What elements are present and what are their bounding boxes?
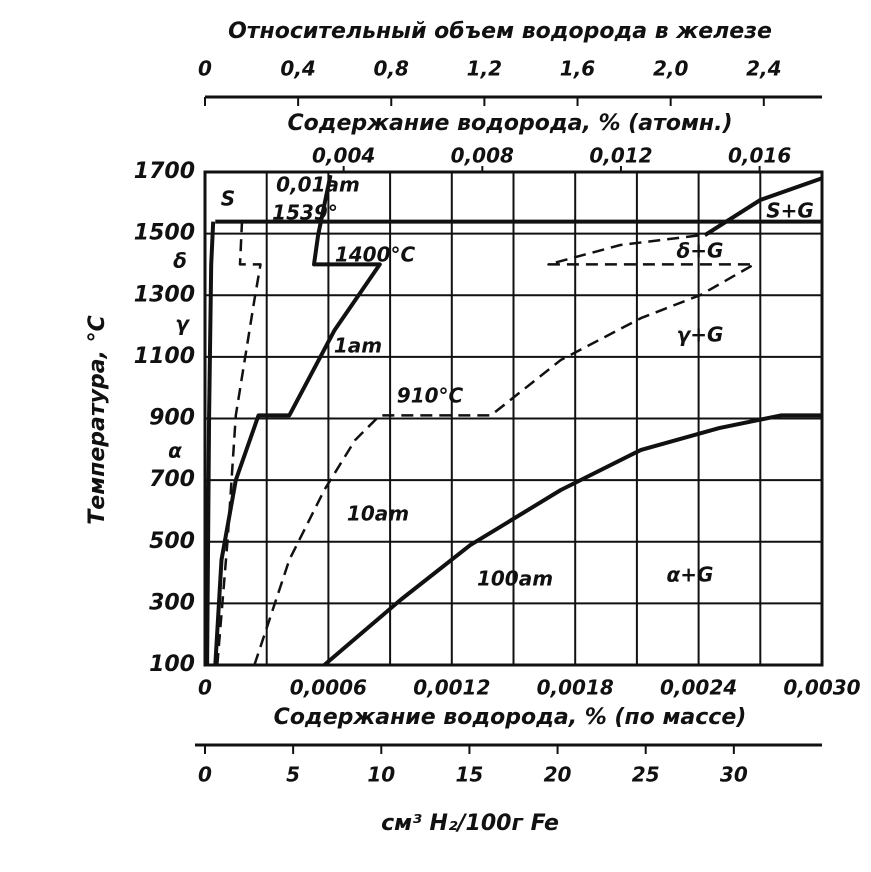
annotation: S <box>221 187 235 211</box>
annotation: S+G <box>766 199 814 223</box>
y-tick-label: 1500 <box>134 221 195 246</box>
volume-tick-label: 0,8 <box>374 57 410 81</box>
atomic-tick-label: 0,016 <box>728 144 791 168</box>
atomic-tick-label: 0,004 <box>312 144 375 168</box>
atomic-tick-label: 0,012 <box>589 144 652 168</box>
volume-tick-label: 0,4 <box>280 57 315 81</box>
y-tick-label: 100 <box>149 652 195 677</box>
cm3-tick-label: 0 <box>198 763 212 787</box>
annotation: 10am <box>347 502 409 526</box>
x-tick-label: 0,0030 <box>783 676 860 700</box>
series-line <box>213 174 382 666</box>
annotation: 910°C <box>397 384 464 408</box>
volume-axis-title: см³ H₂/100г Fe <box>381 811 559 836</box>
x-tick-label: 0,0018 <box>537 676 614 700</box>
y-tick-label: 700 <box>149 467 195 492</box>
atomic-axis-title: Содержание водорода, % (атомн.) <box>287 111 732 136</box>
cm3-tick-label: 30 <box>720 763 748 787</box>
series-line <box>216 221 262 666</box>
cm3-tick-label: 25 <box>632 763 660 787</box>
annotation: γ <box>175 312 190 336</box>
annotation: 0,01am <box>276 173 360 197</box>
volume-tick-label: 1,2 <box>467 57 502 81</box>
annotation: 100am <box>477 567 553 591</box>
series-line <box>205 221 216 666</box>
atomic-tick-label: 0,008 <box>451 144 514 168</box>
annotation: 1539° <box>272 201 338 225</box>
annotation: δ+G <box>677 239 724 263</box>
series-line <box>253 233 756 666</box>
annotation: δ <box>173 249 187 273</box>
volume-tick-label: 1,6 <box>560 57 596 81</box>
cm3-tick-label: 20 <box>544 763 572 787</box>
y-tick-label: 500 <box>149 529 195 554</box>
x-tick-label: 0,0012 <box>413 676 490 700</box>
volume-tick-label: 2,0 <box>653 57 689 81</box>
cm3-tick-label: 15 <box>456 763 484 787</box>
series-line <box>323 413 822 667</box>
y-tick-label: 1300 <box>134 282 195 307</box>
top-axis-title: Относительный объем водорода в железе <box>228 19 772 44</box>
y-tick-label: 1100 <box>134 344 195 369</box>
volume-tick-label: 0 <box>198 57 212 81</box>
x-tick-label: 0,0006 <box>290 676 367 700</box>
y-axis-title: Температура, °C <box>85 315 110 524</box>
annotation: 1400°C <box>335 243 416 267</box>
cm3-tick-label: 5 <box>286 763 300 787</box>
annotation: γ+G <box>677 323 724 347</box>
y-tick-label: 300 <box>149 590 195 615</box>
annotation: 1am <box>334 334 382 358</box>
annotation: α <box>168 439 182 463</box>
cm3-tick-label: 10 <box>367 763 395 787</box>
annotation: α+G <box>667 563 714 587</box>
volume-tick-label: 2,4 <box>746 57 781 81</box>
x-tick-label: 0,0024 <box>660 676 737 700</box>
x-tick-label: 0 <box>198 676 212 700</box>
y-tick-label: 900 <box>149 406 195 431</box>
x-axis-title: Содержание водорода, % (по массе) <box>274 705 747 730</box>
y-tick-label: 1700 <box>134 159 195 184</box>
